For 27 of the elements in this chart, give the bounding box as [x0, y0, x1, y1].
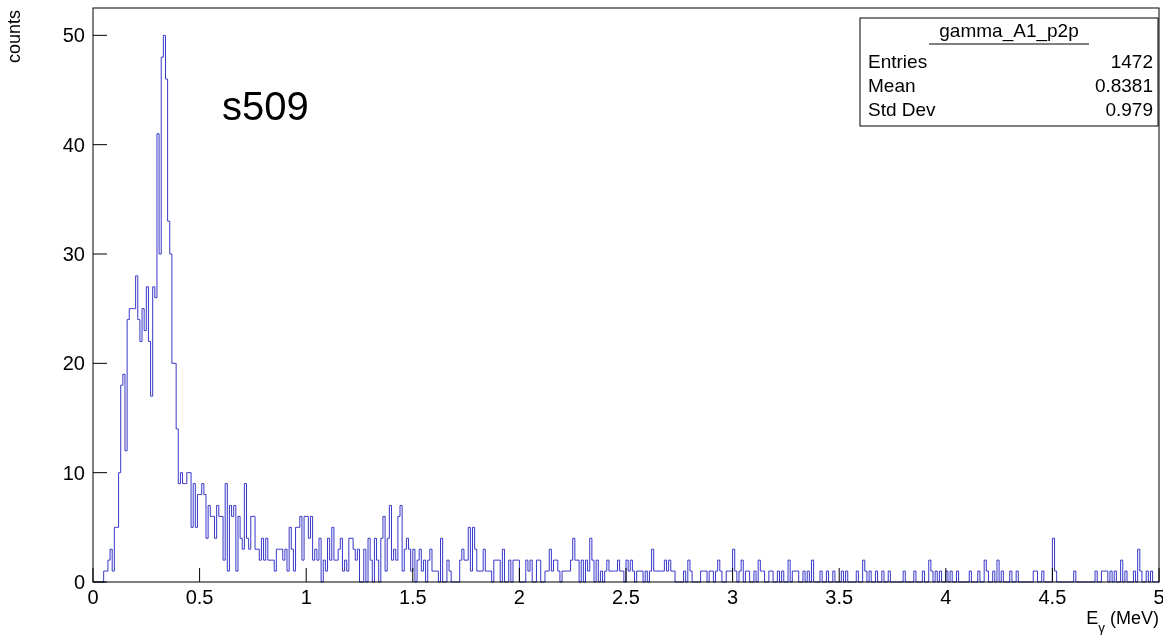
- x-tick-label: 2.5: [612, 586, 640, 608]
- y-tick-label: 40: [62, 133, 85, 156]
- annotation: Std Dev: [868, 99, 937, 120]
- annotation: 0.8381: [1094, 75, 1153, 96]
- x-tick-label: 4: [940, 586, 952, 608]
- y-tick-label: 30: [62, 243, 85, 265]
- x-tick-label: 5: [1153, 586, 1163, 608]
- x-axis-title: E$_{γ}$ (MeV): [1086, 608, 1159, 635]
- annotation: Mean: [868, 75, 916, 96]
- x-tick-label: 3: [727, 586, 739, 608]
- x-tick-label: 0: [87, 586, 99, 608]
- x-tick-label: 1: [300, 586, 312, 608]
- y-tick-label: 10: [62, 461, 85, 484]
- y-axis-title: counts: [4, 10, 24, 64]
- y-tick-label: 20: [62, 352, 85, 375]
- x-tick-label: 4.5: [1038, 586, 1067, 608]
- y-tick-label: 0: [73, 571, 85, 593]
- x-tick-label: 0.5: [185, 586, 214, 608]
- annotation: Entries: [868, 51, 928, 72]
- y-tick-label: 50: [62, 24, 85, 47]
- annotation: 1472: [1110, 51, 1153, 72]
- x-tick-label: 1.5: [398, 586, 427, 608]
- annotation: 0.979: [1105, 99, 1153, 120]
- x-tick-label: 3.5: [825, 586, 854, 608]
- annotation: s509: [222, 84, 309, 128]
- x-tick-label: 2: [513, 586, 525, 608]
- annotation: gamma_A1_p2p: [939, 20, 1079, 42]
